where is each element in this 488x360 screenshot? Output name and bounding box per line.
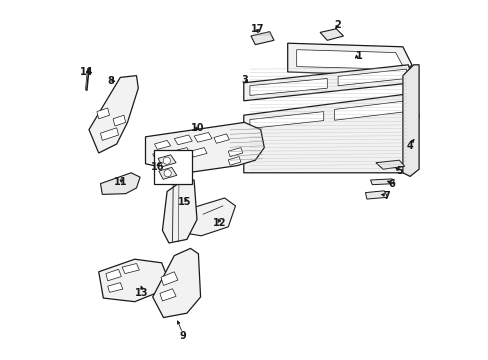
Polygon shape	[154, 140, 170, 149]
Polygon shape	[228, 148, 242, 157]
Polygon shape	[320, 29, 343, 40]
Text: 3: 3	[241, 75, 247, 85]
Circle shape	[163, 157, 170, 164]
Bar	[153, 150, 191, 184]
Polygon shape	[101, 173, 140, 194]
Text: 2: 2	[334, 20, 341, 30]
Polygon shape	[370, 179, 394, 185]
Polygon shape	[101, 128, 118, 140]
Text: 4: 4	[406, 141, 413, 151]
Polygon shape	[287, 43, 411, 76]
Text: 6: 6	[388, 179, 395, 189]
Polygon shape	[337, 69, 406, 86]
Polygon shape	[159, 167, 177, 179]
Polygon shape	[228, 157, 241, 165]
Text: 8: 8	[108, 76, 115, 86]
Polygon shape	[162, 180, 197, 243]
Text: 15: 15	[178, 197, 191, 207]
Polygon shape	[296, 50, 401, 69]
Polygon shape	[402, 65, 418, 176]
Text: 12: 12	[212, 218, 225, 228]
Polygon shape	[190, 148, 206, 157]
Polygon shape	[249, 112, 323, 129]
Polygon shape	[99, 259, 167, 302]
Text: 5: 5	[395, 166, 402, 176]
Text: 10: 10	[190, 123, 204, 133]
Polygon shape	[179, 198, 235, 236]
Polygon shape	[249, 78, 326, 95]
Polygon shape	[375, 160, 404, 169]
Text: 9: 9	[180, 330, 186, 341]
Text: 1: 1	[356, 51, 362, 61]
Polygon shape	[145, 122, 264, 173]
Polygon shape	[122, 264, 139, 274]
Polygon shape	[244, 94, 418, 173]
Polygon shape	[365, 191, 387, 199]
Polygon shape	[152, 248, 200, 318]
Polygon shape	[89, 76, 138, 153]
Polygon shape	[152, 150, 168, 159]
Polygon shape	[161, 272, 178, 285]
Text: 11: 11	[113, 177, 127, 187]
Text: 7: 7	[383, 191, 389, 201]
Polygon shape	[106, 269, 121, 281]
Polygon shape	[160, 289, 176, 301]
Polygon shape	[334, 101, 406, 120]
Polygon shape	[250, 32, 273, 45]
Polygon shape	[97, 108, 109, 119]
Polygon shape	[172, 148, 189, 157]
Polygon shape	[174, 135, 192, 145]
Polygon shape	[213, 134, 229, 143]
Polygon shape	[194, 132, 212, 142]
Circle shape	[163, 170, 171, 177]
Polygon shape	[158, 155, 176, 167]
Text: 14: 14	[80, 67, 93, 77]
Text: 13: 13	[135, 288, 148, 298]
Text: 16: 16	[150, 162, 164, 172]
Text: 17: 17	[250, 24, 264, 34]
Polygon shape	[113, 115, 125, 126]
Polygon shape	[244, 65, 411, 101]
Polygon shape	[107, 283, 122, 292]
